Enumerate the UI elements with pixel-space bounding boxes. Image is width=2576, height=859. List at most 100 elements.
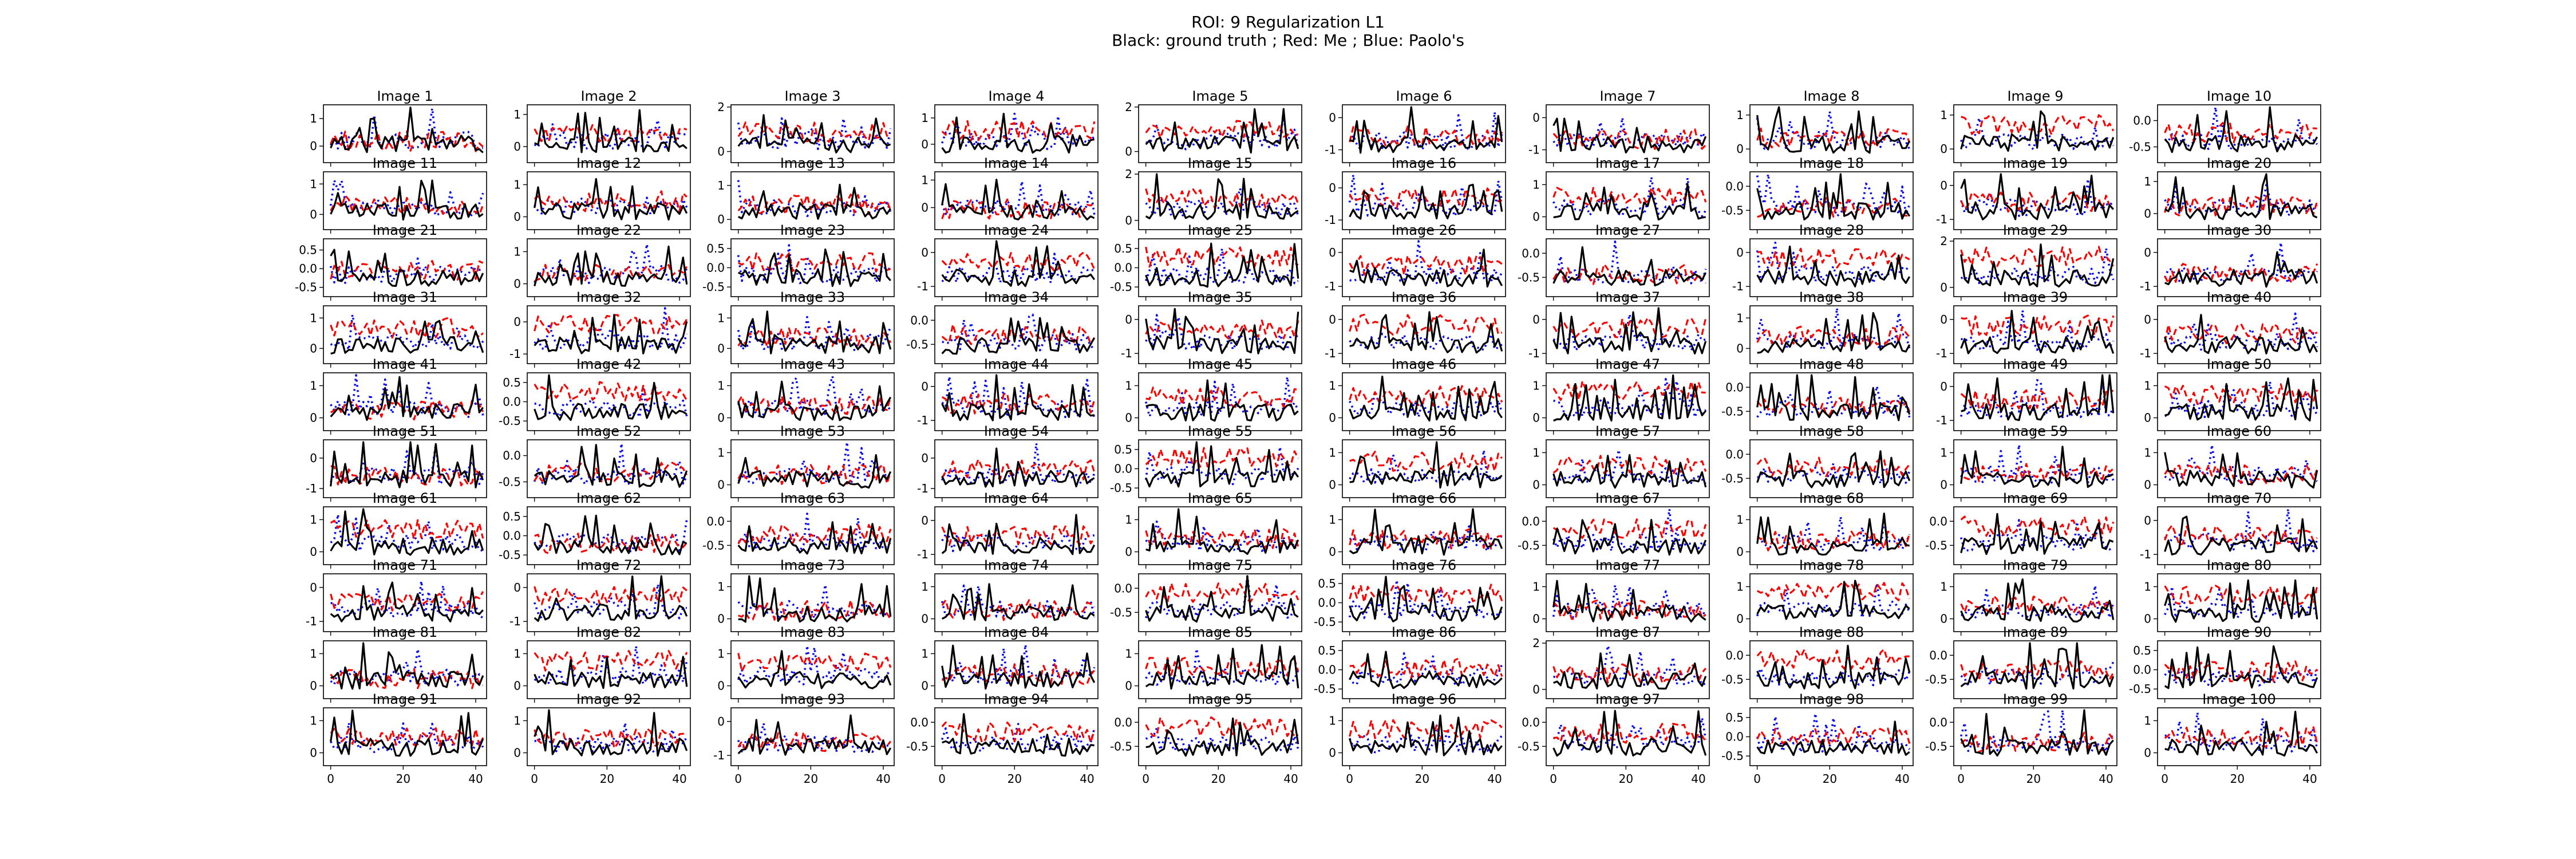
ground-truth-line <box>1756 644 1911 689</box>
panel-traces <box>2164 312 2318 354</box>
me-line <box>1756 127 1911 149</box>
panel-frame <box>1546 707 1710 766</box>
panel-91: Image 91 1 00 20 40 <box>310 691 487 786</box>
y-tick-label: 0 <box>1329 246 1336 259</box>
x-tick-label: 0 <box>1753 772 1761 786</box>
ground-truth-line <box>1756 106 1911 154</box>
panel-frame <box>2157 238 2321 297</box>
panel-frame <box>730 439 895 498</box>
panel-traces <box>1959 709 2115 757</box>
panel-traces <box>330 107 484 153</box>
y-tick-label: -1 <box>1936 212 1947 226</box>
y-tick-label: -0.5 <box>1518 538 1540 552</box>
panel-frame <box>1953 707 2117 766</box>
panel-title: Image 9 <box>2007 88 2063 104</box>
y-tick-label: 0 <box>717 715 725 728</box>
panel-46: Image 46 1 0 <box>1329 356 1506 435</box>
panel-traces <box>737 180 892 220</box>
panel-title: Image 86 <box>1392 624 1456 640</box>
me-line <box>1552 317 1707 338</box>
panel-traces <box>737 114 892 153</box>
y-tick-label: 1 <box>310 647 317 660</box>
y-tick-label: -0.5 <box>702 280 725 294</box>
panel-75: Image 75 0.0 -0.5 <box>1110 557 1302 636</box>
y-tick-label: -1 <box>2140 279 2151 293</box>
panel-traces <box>1348 174 1503 220</box>
panel-frame <box>1546 104 1710 163</box>
panel-title: Image 58 <box>1799 423 1864 439</box>
panel-traces <box>1552 508 1707 556</box>
ground-truth-line <box>2164 579 2318 623</box>
panel-81: Image 81 1 0 <box>310 624 487 703</box>
y-tick-label: 2 <box>1125 100 1132 114</box>
panel-87: Image 87 2 0 <box>1532 624 1710 703</box>
panel-34: Image 34 0.0 -0.5 <box>906 289 1099 368</box>
x-tick-label: 40 <box>1895 772 1909 786</box>
panel-traces <box>1960 309 2115 354</box>
y-tick-label: 1 <box>1125 513 1132 526</box>
ground-truth-line <box>1552 710 1707 757</box>
me-line <box>1145 656 1299 678</box>
y-tick-label: 1 <box>2144 379 2151 392</box>
ground-truth-line <box>1145 575 1299 623</box>
panel-11: Image 11 1 0 <box>310 155 487 234</box>
panel-frame <box>1342 372 1506 431</box>
y-tick-label: 0 <box>2144 612 2151 626</box>
panel-frame <box>527 707 691 766</box>
ground-truth-line <box>1349 508 1503 556</box>
y-tick-label: 0 <box>310 341 317 355</box>
panel-90: Image 90 0.5 0.0 -0.5 <box>2129 624 2321 703</box>
y-tick-label: -1 <box>306 614 317 628</box>
panel-title: Image 31 <box>373 289 437 305</box>
x-tick-label: 40 <box>876 772 890 786</box>
panel-97: Image 97 0.0 -0.5 0 20 40 <box>1518 691 1710 786</box>
y-tick-label: -0.5 <box>1721 749 1744 763</box>
me-line <box>1756 727 1911 747</box>
paolo-line <box>330 648 484 687</box>
y-tick-label: 0 <box>2144 514 2151 527</box>
y-tick-label: 0.0 <box>1114 581 1132 595</box>
y-tick-label: 0 <box>717 145 725 159</box>
panel-frame <box>527 171 691 230</box>
x-tick-label: 20 <box>2230 772 2245 786</box>
panel-37: Image 37 0 -1 <box>1528 289 1710 368</box>
y-tick-label: 0 <box>921 514 929 527</box>
me-line <box>1552 186 1707 207</box>
paolo-line <box>1552 508 1706 552</box>
y-tick-label: 1 <box>717 179 725 192</box>
panel-traces <box>1145 508 1299 555</box>
panel-traces <box>534 243 688 287</box>
panel-title: Image 3 <box>784 88 840 104</box>
panel-frame <box>1138 573 1302 632</box>
panel-title: Image 81 <box>373 624 437 640</box>
y-tick-label: 0 <box>2144 411 2151 425</box>
y-tick-label: -1 <box>1325 143 1336 157</box>
y-tick-label: 0 <box>1329 411 1336 425</box>
panel-title: Image 95 <box>1188 691 1253 707</box>
y-tick-label: 0.0 <box>2133 663 2151 677</box>
y-tick-label: -1 <box>1528 143 1540 157</box>
panel-72: Image 72 0 -1 <box>509 557 691 636</box>
panel-frame <box>2157 573 2321 632</box>
panel-traces <box>1349 240 1503 288</box>
panel-traces <box>1349 311 1503 354</box>
panel-traces <box>941 583 1096 621</box>
ground-truth-line <box>2164 711 2318 757</box>
y-tick-label: 0 <box>1940 179 1947 192</box>
ground-truth-line <box>1756 720 1910 756</box>
panel-title: Image 45 <box>1188 356 1253 372</box>
paolo-line <box>942 644 1096 686</box>
ground-truth-line <box>941 179 1095 220</box>
y-tick-label: 0 <box>1736 341 1744 355</box>
ground-truth-line <box>534 109 688 153</box>
me-line <box>941 251 1096 273</box>
paolo-line <box>2164 184 2318 217</box>
panel-frame <box>1546 640 1710 699</box>
y-tick-label: 0.0 <box>1522 246 1540 260</box>
y-tick-label: 1 <box>717 446 725 459</box>
x-tick-label: 20 <box>804 772 818 786</box>
y-tick-label: 2 <box>1532 636 1540 650</box>
ground-truth-line <box>534 575 688 622</box>
paolo-line <box>1144 446 1299 486</box>
y-tick-label: 0 <box>1736 612 1744 626</box>
